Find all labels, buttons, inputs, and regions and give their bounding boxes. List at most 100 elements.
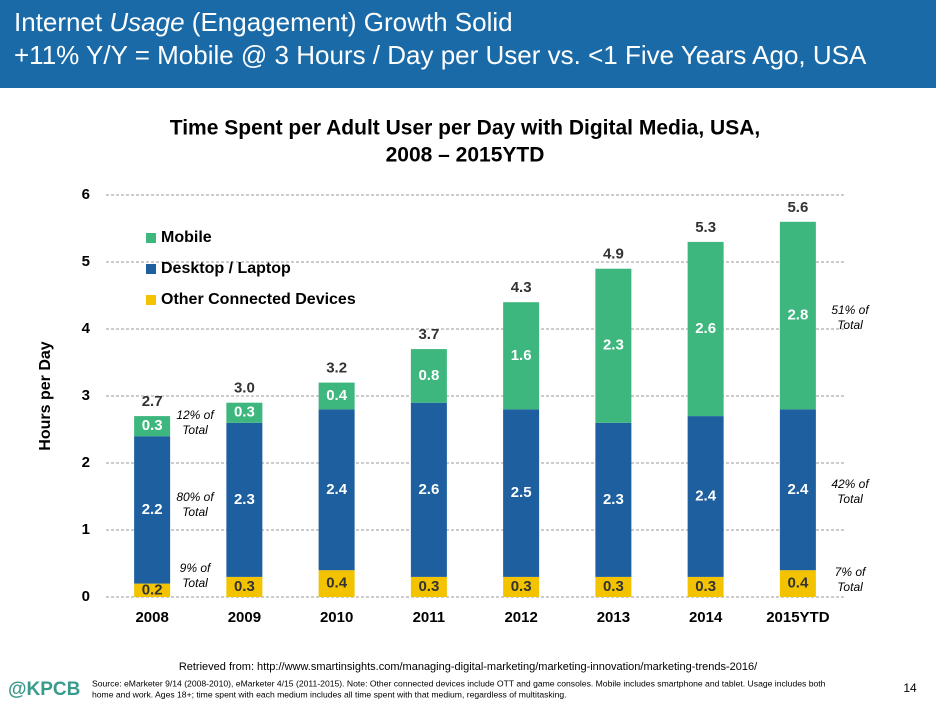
- bar-segment: [318, 409, 355, 571]
- bar-segment: [410, 349, 447, 403]
- header-band: [0, 0, 936, 88]
- chart-title: 2008 – 2015YTD: [386, 144, 545, 167]
- total-label: 4.3: [511, 279, 532, 296]
- bar-segment: [687, 416, 724, 577]
- data-label: 0.3: [142, 417, 163, 434]
- data-label: 1.6: [511, 347, 532, 364]
- y-tick-label: 5: [82, 253, 90, 270]
- total-label: 5.3: [695, 219, 716, 236]
- annotation: Total: [837, 318, 863, 332]
- y-tick-label: 1: [82, 521, 90, 538]
- data-label: 2.3: [234, 491, 255, 508]
- source-note: home and work. Ages 18+; time spent with…: [92, 689, 567, 699]
- bar-segment: [134, 583, 171, 597]
- legend-swatch: [146, 233, 156, 243]
- data-label: 2.4: [787, 481, 809, 498]
- bar-segment: [687, 241, 724, 417]
- total-label: 2.7: [142, 393, 163, 410]
- bar-segment: [503, 576, 540, 597]
- legend-label: Other Connected Devices: [161, 291, 356, 308]
- chart-title: Time Spent per Adult User per Day with D…: [170, 117, 760, 140]
- data-label: 0.3: [511, 578, 532, 595]
- bar-segment: [410, 576, 447, 597]
- bar-segment: [226, 576, 263, 597]
- data-label: 2.2: [142, 501, 163, 518]
- bar-segment: [779, 409, 816, 571]
- data-label: 0.8: [418, 367, 439, 384]
- bar-segment: [779, 570, 816, 597]
- data-label: 0.3: [603, 578, 624, 595]
- x-tick-label: 2012: [504, 609, 537, 626]
- retrieved-note: Retrieved from: http://www.smartinsights…: [179, 661, 758, 673]
- bar-segment: [687, 576, 724, 597]
- bar-segment: [226, 402, 263, 423]
- x-tick-label: 2008: [135, 609, 168, 626]
- annotation: 9% of: [180, 561, 212, 575]
- total-label: 3.0: [234, 380, 255, 397]
- header-line2: +11% Y/Y = Mobile @ 3 Hours / Day per Us…: [14, 40, 867, 70]
- legend-label: Mobile: [161, 229, 212, 246]
- annotation: 42% of: [831, 477, 870, 491]
- header-text: Internet: [14, 7, 109, 37]
- data-label: 2.4: [326, 481, 348, 498]
- header-line1: Internet Usage (Engagement) Growth Solid: [14, 7, 513, 37]
- x-tick-label: 2015YTD: [766, 609, 830, 626]
- logo: @KPCB: [8, 679, 80, 700]
- annotation: Total: [182, 423, 208, 437]
- header-text: (Engagement) Growth Solid: [185, 7, 513, 37]
- bar-segment: [503, 302, 540, 410]
- data-label: 2.3: [603, 491, 624, 508]
- bar-segment: [503, 409, 540, 577]
- bar-segment: [318, 382, 355, 410]
- data-label: 0.3: [234, 404, 255, 421]
- y-tick-label: 6: [82, 186, 90, 203]
- bar-segment: [410, 402, 447, 577]
- total-label: 4.9: [603, 246, 624, 263]
- data-label: 2.4: [695, 487, 717, 504]
- data-label: 0.2: [142, 581, 163, 598]
- legend-label: Desktop / Laptop: [161, 260, 291, 277]
- data-label: 0.4: [326, 387, 348, 404]
- data-label: 2.6: [695, 320, 716, 337]
- bar-segment: [779, 221, 816, 410]
- data-label: 0.3: [418, 578, 439, 595]
- annotation: Total: [182, 505, 208, 519]
- header-text: Usage: [109, 7, 184, 37]
- bar-segment: [134, 416, 171, 437]
- data-label: 2.3: [603, 337, 624, 354]
- bar-segment: [595, 576, 632, 597]
- total-label: 3.7: [418, 326, 439, 343]
- legend-swatch: [146, 295, 156, 305]
- data-label: 0.3: [695, 578, 716, 595]
- x-tick-label: 2013: [597, 609, 630, 626]
- data-label: 0.4: [326, 575, 348, 592]
- page-number: 14: [903, 681, 917, 695]
- data-label: 2.8: [787, 307, 808, 324]
- data-label: 2.6: [418, 481, 439, 498]
- annotation: Total: [182, 576, 208, 590]
- bar-segment: [134, 436, 171, 584]
- x-tick-label: 2009: [228, 609, 261, 626]
- bar-segment: [318, 570, 355, 597]
- y-tick-label: 2: [82, 454, 90, 471]
- data-label: 0.4: [787, 575, 809, 592]
- legend-swatch: [146, 264, 156, 274]
- annotation: 51% of: [831, 303, 870, 317]
- y-tick-label: 0: [82, 588, 90, 605]
- bar-segment: [595, 422, 632, 577]
- total-label: 5.6: [787, 199, 808, 216]
- bar-segment: [595, 268, 632, 423]
- y-tick-label: 4: [82, 320, 91, 337]
- data-label: 2.5: [511, 484, 532, 501]
- annotation: 12% of: [176, 408, 215, 422]
- source-note: Source: eMarketer 9/14 (2008-2010), eMar…: [92, 678, 826, 688]
- annotation: 7% of: [835, 565, 867, 579]
- annotation: Total: [837, 492, 863, 506]
- annotation: Total: [837, 580, 863, 594]
- x-tick-label: 2014: [689, 609, 723, 626]
- y-axis-label: Hours per Day: [37, 341, 54, 450]
- x-tick-label: 2011: [413, 609, 446, 626]
- annotation: 80% of: [176, 490, 215, 504]
- y-tick-label: 3: [82, 387, 90, 404]
